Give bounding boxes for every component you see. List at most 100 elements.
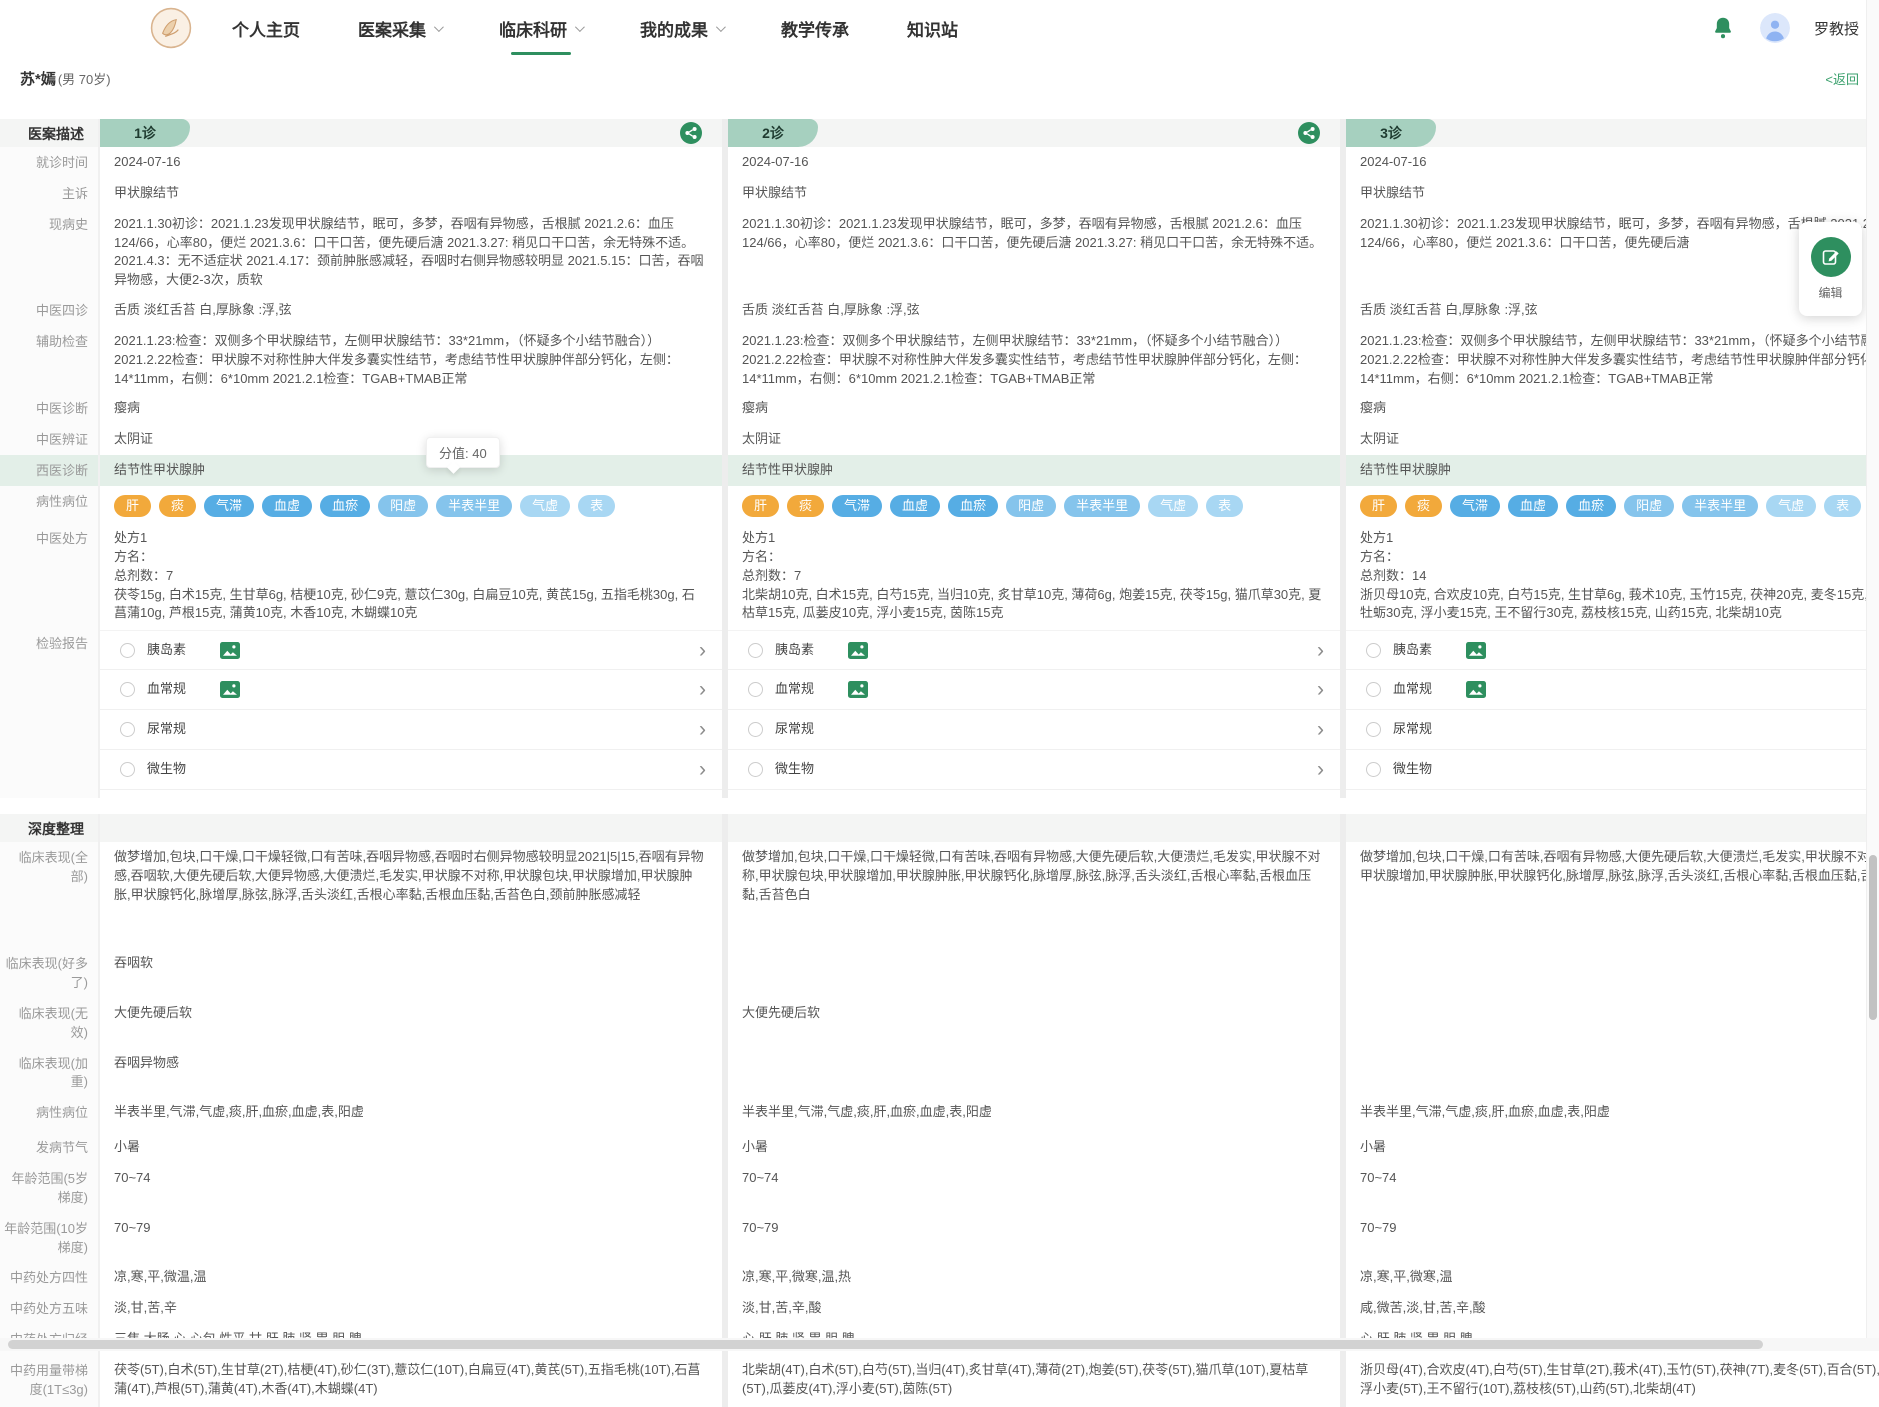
- tag-肝[interactable]: 肝: [114, 495, 151, 517]
- report-item-尿常规[interactable]: 尿常规›: [728, 710, 1340, 750]
- tag-表[interactable]: 表: [1206, 495, 1243, 517]
- nature-location-visit-3: 肝痰气滞血虚血瘀阳虚半表半里气虚表: [1340, 486, 1879, 523]
- radio-button[interactable]: [1366, 762, 1381, 777]
- merge-visit-icon[interactable]: [680, 122, 702, 144]
- tag-血虚[interactable]: 血虚: [262, 495, 312, 517]
- tag-气虚[interactable]: 气虚: [1766, 495, 1816, 517]
- report-item-血常规[interactable]: 血常规›: [1346, 670, 1879, 710]
- tag-表[interactable]: 表: [578, 495, 615, 517]
- tag-血瘀[interactable]: 血瘀: [948, 495, 998, 517]
- report-item-胰岛素[interactable]: 胰岛素›: [728, 630, 1340, 670]
- row-label-gap: [0, 798, 98, 814]
- tag-痰[interactable]: 痰: [787, 495, 824, 517]
- tcm-prescription-visit-2: 处方1 方名： 总剂数：7 北柴胡10克, 白术15克, 白芍15克, 当归10…: [722, 523, 1340, 628]
- report-image-icon[interactable]: [1466, 681, 1486, 698]
- tag-痰[interactable]: 痰: [159, 495, 196, 517]
- edit-button[interactable]: 编辑: [1799, 222, 1862, 316]
- radio-button[interactable]: [748, 682, 763, 697]
- tag-血虚[interactable]: 血虚: [1508, 495, 1558, 517]
- chevron-right-icon[interactable]: ›: [1317, 719, 1324, 740]
- tag-气虚[interactable]: 气虚: [1148, 495, 1198, 517]
- top-navbar: 个人主页 医案采集 临床科研 我的成果 教学传承 知识站 罗教授: [0, 0, 1879, 56]
- nature-location-visit-1: 肝痰气滞血虚血瘀阳虚半表半里气虚表: [98, 486, 722, 523]
- radio-button[interactable]: [120, 643, 135, 658]
- clinical-all-visit-2: 做梦增加,包块,口干燥,口干燥轻微,口有苦味,吞咽有异物感,大便先硬后软,大便溃…: [722, 842, 1340, 948]
- vertical-scrollbar[interactable]: [1866, 0, 1879, 1351]
- radio-button[interactable]: [1366, 682, 1381, 697]
- tag-半表半里[interactable]: 半表半里: [1682, 495, 1758, 517]
- patient-name: 苏*嫣: [20, 68, 56, 89]
- tag-肝[interactable]: 肝: [1360, 495, 1397, 517]
- nav-item-6[interactable]: 知识站: [907, 0, 958, 56]
- tag-痰[interactable]: 痰: [1405, 495, 1442, 517]
- nav-item-2[interactable]: 医案采集: [358, 0, 441, 56]
- nav-item-1[interactable]: 个人主页: [232, 0, 300, 56]
- tag-阳虚[interactable]: 阳虚: [1006, 495, 1056, 517]
- radio-button[interactable]: [1366, 722, 1381, 737]
- nav-item-4[interactable]: 我的成果: [640, 0, 723, 56]
- report-item-微生物[interactable]: 微生物 ›: [100, 750, 722, 790]
- tag-表[interactable]: 表: [1824, 495, 1861, 517]
- merge-visit-icon[interactable]: [1298, 122, 1320, 144]
- report-item-尿常规[interactable]: 尿常规›: [1346, 710, 1879, 750]
- edit-button-label: 编辑: [1818, 284, 1842, 301]
- tag-血虚[interactable]: 血虚: [890, 495, 940, 517]
- notifications-bell-icon[interactable]: [1710, 15, 1736, 41]
- row-label-clinical-all: 临床表现(全部): [0, 842, 98, 948]
- report-item-血常规[interactable]: 血常规›: [100, 670, 722, 710]
- tag-气滞[interactable]: 气滞: [832, 495, 882, 517]
- vertical-scrollbar-thumb[interactable]: [1869, 855, 1877, 1020]
- tag-半表半里[interactable]: 半表半里: [1064, 495, 1140, 517]
- report-item-胰岛素[interactable]: 胰岛素›: [1346, 630, 1879, 670]
- radio-button[interactable]: [748, 762, 763, 777]
- tag-半表半里[interactable]: 半表半里: [436, 495, 512, 517]
- chevron-right-icon[interactable]: ›: [1317, 679, 1324, 700]
- tag-气虚[interactable]: 气虚: [520, 495, 570, 517]
- radio-button[interactable]: [120, 682, 135, 697]
- chevron-right-icon[interactable]: ›: [699, 679, 706, 700]
- tag-血瘀[interactable]: 血瘀: [320, 495, 370, 517]
- report-image-icon[interactable]: [848, 642, 868, 659]
- tag-阳虚[interactable]: 阳虚: [378, 495, 428, 517]
- user-name[interactable]: 罗教授: [1814, 18, 1859, 39]
- deep-analysis-header-visit-2: [722, 814, 1340, 842]
- chevron-right-icon[interactable]: ›: [699, 719, 706, 740]
- western-diagnosis-visit-1: 结节性甲状腺肿: [98, 455, 722, 486]
- report-name: 微生物: [147, 760, 186, 779]
- row-label-case-desc-header: 医案描述: [0, 119, 98, 147]
- tag-气滞[interactable]: 气滞: [204, 495, 254, 517]
- report-item-尿常规[interactable]: 尿常规›: [100, 710, 722, 750]
- report-image-icon[interactable]: [220, 642, 240, 659]
- report-image-icon[interactable]: [1466, 642, 1486, 659]
- row-label-visit-time: 就诊时间: [0, 147, 98, 178]
- radio-button[interactable]: [748, 722, 763, 737]
- clinical-worse-visit-2: [722, 1048, 1340, 1098]
- report-item-血常规[interactable]: 血常规›: [728, 670, 1340, 710]
- report-image-icon[interactable]: [848, 681, 868, 698]
- report-item-微生物[interactable]: 微生物 ›: [728, 750, 1340, 790]
- radio-button[interactable]: [120, 722, 135, 737]
- chevron-right-icon[interactable]: ›: [699, 759, 706, 780]
- horizontal-scrollbar[interactable]: [0, 1338, 1879, 1351]
- nav-item-5[interactable]: 教学传承: [781, 0, 849, 56]
- chevron-right-icon[interactable]: ›: [1317, 759, 1324, 780]
- radio-button[interactable]: [120, 762, 135, 777]
- report-name: 微生物: [775, 760, 814, 779]
- tag-血瘀[interactable]: 血瘀: [1566, 495, 1616, 517]
- report-image-icon[interactable]: [220, 681, 240, 698]
- tag-阳虚[interactable]: 阳虚: [1624, 495, 1674, 517]
- clinical-no-effect-visit-3: [1340, 998, 1879, 1048]
- back-link[interactable]: <返回: [1825, 69, 1859, 88]
- radio-button[interactable]: [748, 643, 763, 658]
- nav-item-3[interactable]: 临床科研: [499, 0, 582, 56]
- dose-gradient-visit-3: 浙贝母(4T),合欢皮(4T),白芍(5T),生甘草(2T),莪术(4T),玉竹…: [1340, 1355, 1879, 1407]
- chevron-right-icon[interactable]: ›: [699, 640, 706, 661]
- report-item-微生物[interactable]: 微生物›: [1346, 750, 1879, 790]
- chevron-right-icon[interactable]: ›: [1317, 640, 1324, 661]
- tag-气滞[interactable]: 气滞: [1450, 495, 1500, 517]
- report-item-胰岛素[interactable]: 胰岛素›: [100, 630, 722, 670]
- radio-button[interactable]: [1366, 643, 1381, 658]
- tag-肝[interactable]: 肝: [742, 495, 779, 517]
- horizontal-scrollbar-thumb[interactable]: [8, 1340, 1763, 1349]
- user-avatar[interactable]: [1760, 13, 1790, 43]
